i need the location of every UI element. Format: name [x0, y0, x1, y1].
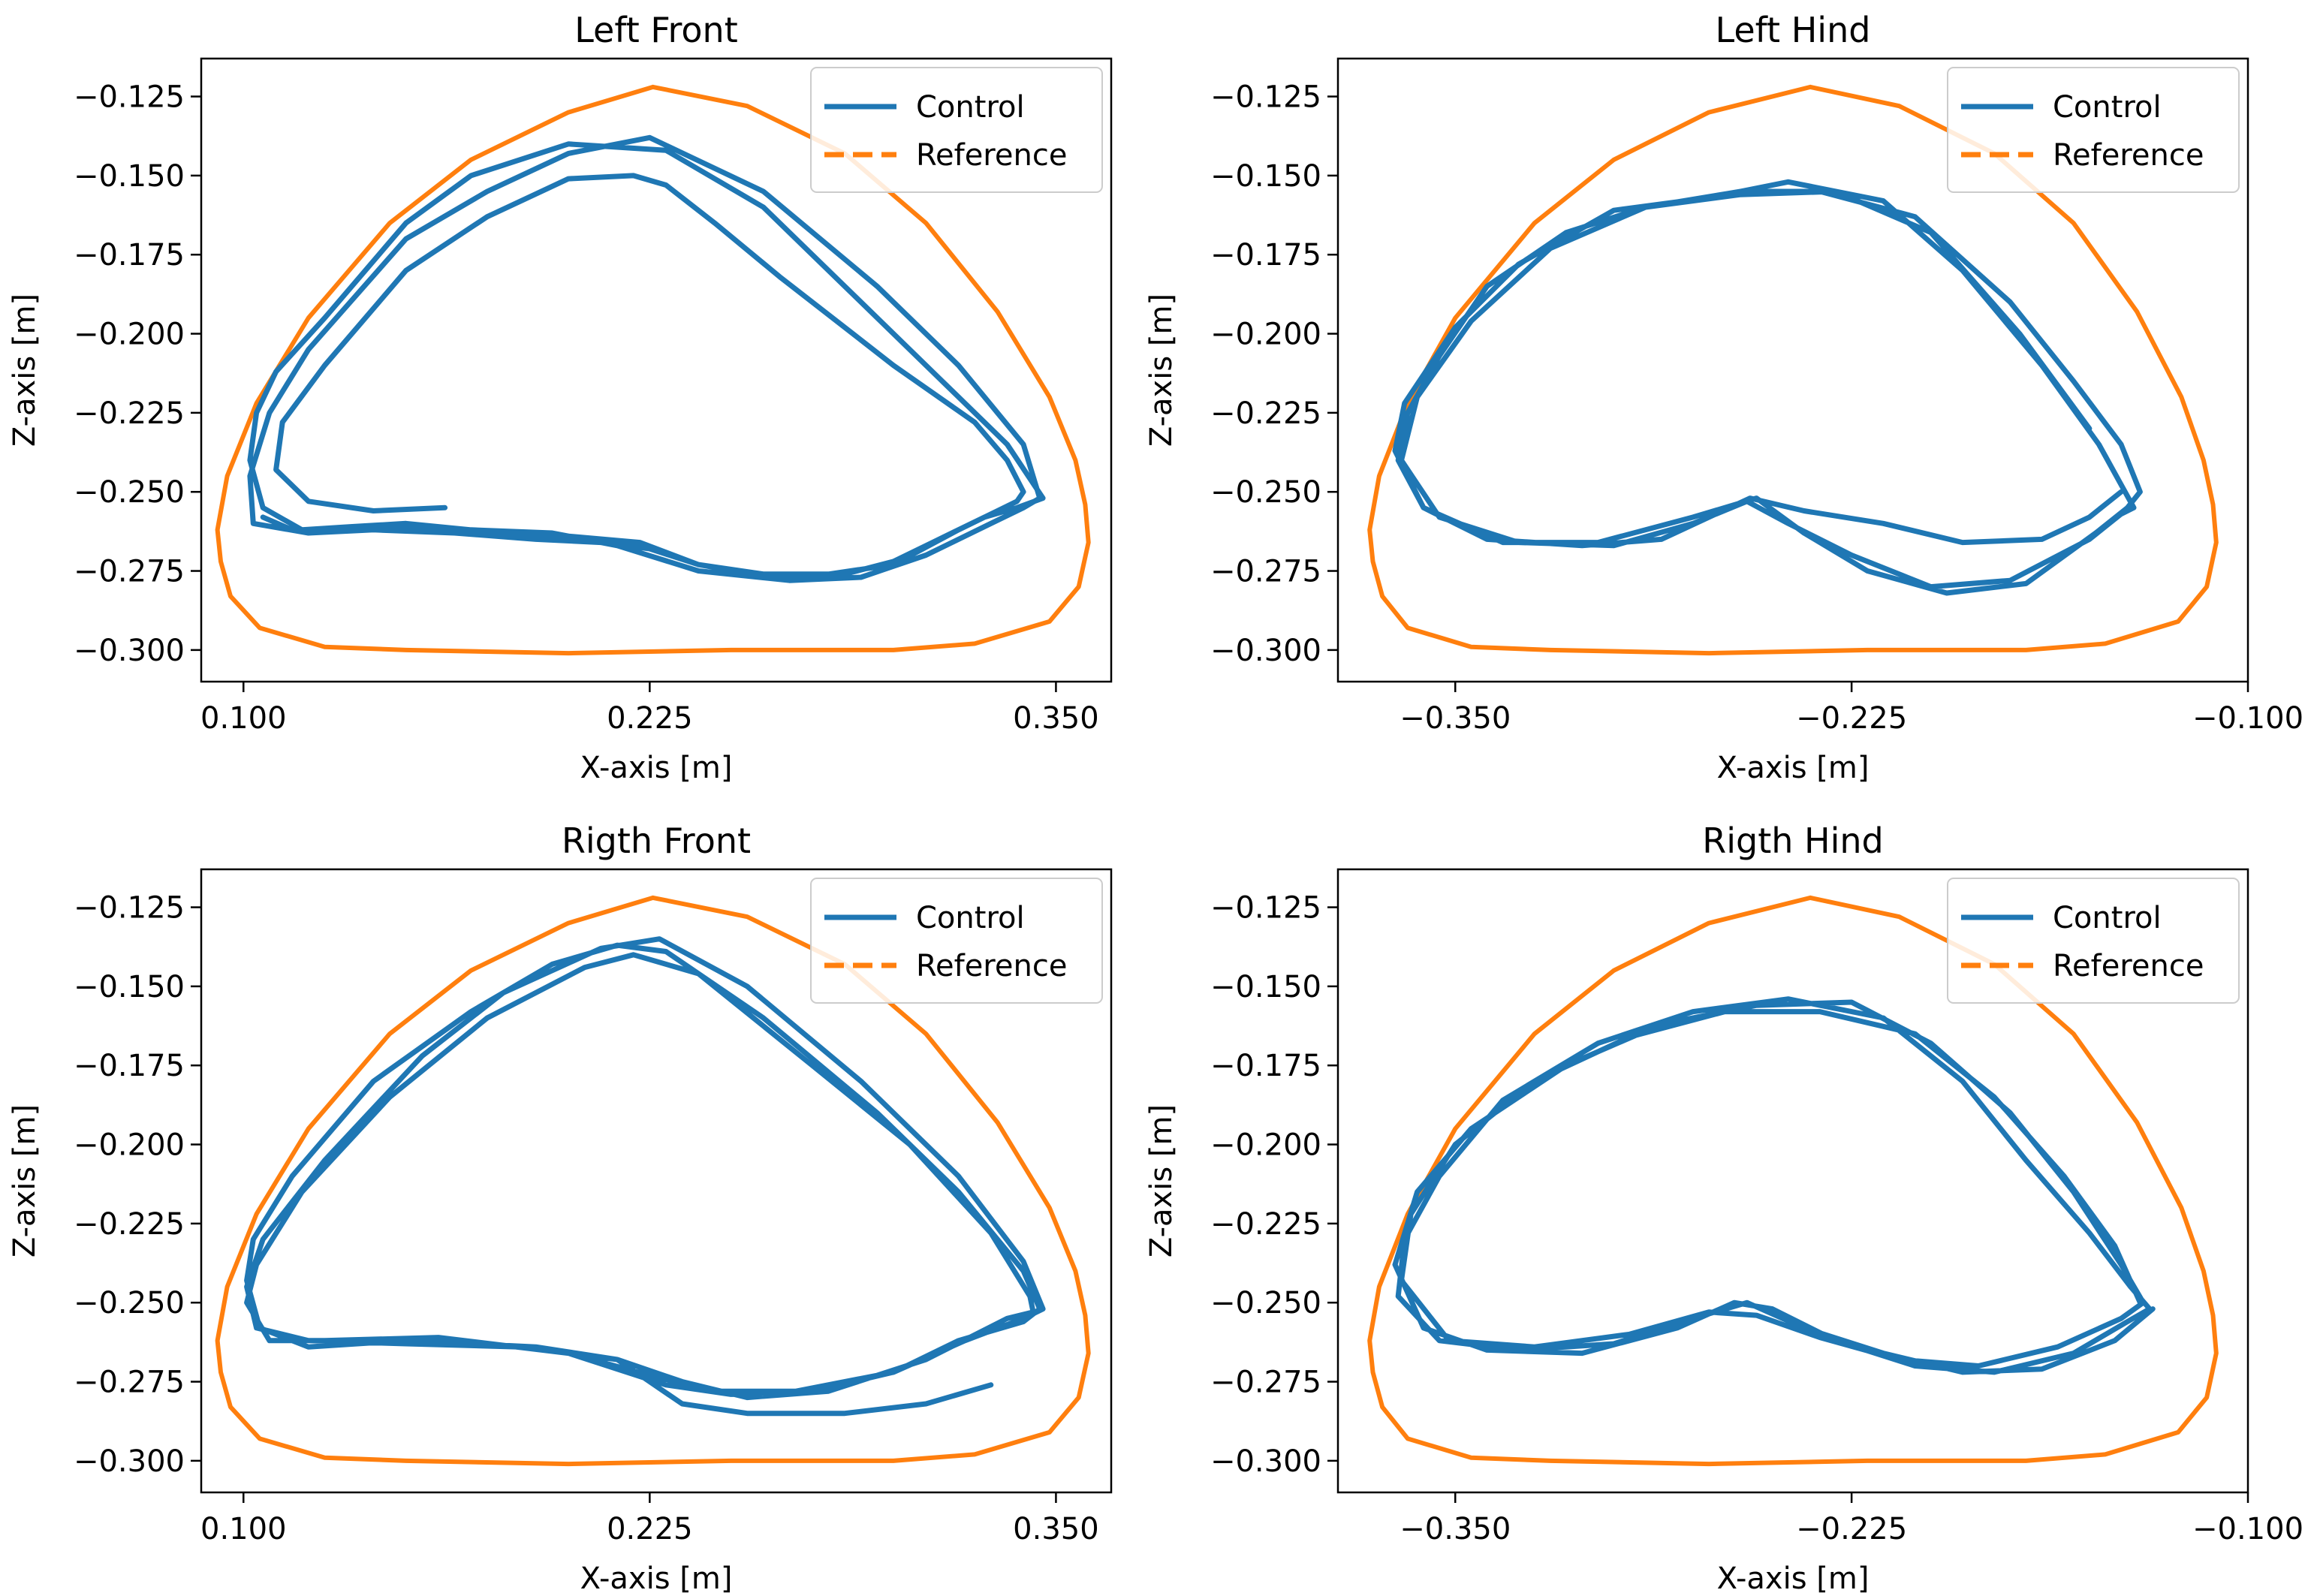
y-axis-label: Z-axis [m]	[8, 294, 42, 447]
series-line-control	[1392, 996, 2156, 1375]
axes-frame	[1336, 868, 2249, 1494]
legend-label: Reference	[916, 949, 1067, 983]
chart-title: Left Front	[574, 10, 738, 50]
y-tick-label: −0.150	[74, 970, 185, 1004]
x-tick-label: 0.350	[1013, 701, 1099, 736]
x-tick-label: −0.350	[1400, 1512, 1511, 1546]
x-axis-label: X-axis [m]	[1717, 1561, 1870, 1596]
legend: Control Reference	[810, 67, 1103, 193]
y-tick-label: −0.175	[1210, 1049, 1321, 1083]
legend-label: Control	[2053, 90, 2162, 125]
x-tick-label: 0.225	[607, 1512, 693, 1546]
legend-label: Reference	[2053, 949, 2204, 983]
x-tick-label: 0.100	[200, 701, 287, 736]
legend: Control Reference	[1947, 67, 2240, 193]
series-line-control	[1392, 179, 2143, 596]
y-axis-label: Z-axis [m]	[1144, 1104, 1179, 1257]
y-axis-label: Z-axis [m]	[1144, 294, 1179, 447]
legend: Control Reference	[1947, 878, 2240, 1004]
legend-label: Reference	[2053, 138, 2204, 173]
x-tick-label: −0.100	[2192, 701, 2303, 736]
series-line-reference	[215, 895, 1091, 1467]
legend-box	[810, 878, 1103, 1004]
series-line-reference	[215, 84, 1091, 656]
x-tick-label: 0.350	[1013, 1512, 1099, 1546]
series-line-control	[247, 134, 1046, 583]
y-tick-label: −0.200	[74, 1128, 185, 1163]
y-tick-label: −0.250	[74, 475, 185, 510]
x-tick-label: 0.100	[200, 1512, 287, 1546]
y-tick-label: −0.200	[1210, 1128, 1321, 1163]
y-tick-label: −0.125	[74, 891, 185, 926]
y-tick-label: −0.225	[74, 396, 185, 431]
y-tick-label: −0.250	[1210, 1286, 1321, 1320]
legend-box	[1947, 67, 2240, 193]
x-tick-label: −0.225	[1796, 1512, 1907, 1546]
y-tick-label: −0.275	[74, 555, 185, 589]
chart-title: Left Hind	[1716, 10, 1871, 50]
x-axis-label: X-axis [m]	[580, 1561, 733, 1596]
x-tick-label: −0.100	[2192, 1512, 2303, 1546]
axes-frame	[200, 868, 1113, 1494]
y-tick-label: −0.200	[74, 318, 185, 352]
y-tick-label: −0.225	[74, 1207, 185, 1242]
chart-title: Rigth Front	[562, 821, 751, 861]
chart-title: Rigth Hind	[1702, 821, 1883, 861]
legend-label: Control	[916, 90, 1025, 125]
y-tick-label: −0.200	[1210, 318, 1321, 352]
legend-label: Control	[916, 901, 1025, 935]
y-tick-label: −0.150	[74, 159, 185, 194]
y-tick-label: −0.150	[1210, 970, 1321, 1004]
y-tick-label: −0.175	[74, 1049, 185, 1083]
axes-frame	[200, 57, 1113, 683]
x-tick-label: −0.350	[1400, 701, 1511, 736]
x-axis-label: X-axis [m]	[580, 751, 733, 785]
y-tick-label: −0.175	[1210, 238, 1321, 273]
subplot: 0.100 0.225 0.350 −0.125 −0.150 −0.175 −0.200 −…	[8, 821, 1113, 1596]
x-tick-label: −0.225	[1796, 701, 1907, 736]
y-tick-label: −0.275	[74, 1366, 185, 1400]
y-tick-label: −0.250	[1210, 475, 1321, 510]
y-tick-label: −0.275	[1210, 1366, 1321, 1400]
legend: Control Reference	[810, 878, 1103, 1004]
axes-frame	[1336, 57, 2249, 683]
legend-box	[1947, 878, 2240, 1004]
y-tick-label: −0.300	[1210, 1444, 1321, 1479]
subplot: 0.100 0.225 0.350 −0.125 −0.150 −0.175 −0.200 −…	[8, 10, 1113, 785]
subplot: −0.350 −0.225 −0.100 −0.125 −0.150 −0.175 −0.2…	[1144, 821, 2303, 1596]
y-tick-label: −0.125	[1210, 891, 1321, 926]
subplot: −0.350 −0.225 −0.100 −0.125 −0.150 −0.175 −0.2…	[1144, 10, 2303, 785]
y-tick-label: −0.300	[1210, 634, 1321, 668]
y-tick-label: −0.225	[1210, 396, 1321, 431]
y-tick-label: −0.300	[74, 1444, 185, 1479]
x-tick-label: 0.225	[607, 701, 693, 736]
y-tick-label: −0.175	[74, 238, 185, 273]
legend-box	[810, 67, 1103, 193]
y-axis-label: Z-axis [m]	[8, 1104, 42, 1257]
legend-label: Reference	[916, 138, 1067, 173]
y-tick-label: −0.275	[1210, 555, 1321, 589]
y-tick-label: −0.125	[1210, 80, 1321, 115]
series-line-control	[244, 936, 1046, 1417]
y-tick-label: −0.250	[74, 1286, 185, 1320]
y-tick-label: −0.300	[74, 634, 185, 668]
legend-label: Control	[2053, 901, 2162, 935]
x-axis-label: X-axis [m]	[1717, 751, 1870, 785]
y-tick-label: −0.125	[74, 80, 185, 115]
y-tick-label: −0.150	[1210, 159, 1321, 194]
y-tick-label: −0.225	[1210, 1207, 1321, 1242]
